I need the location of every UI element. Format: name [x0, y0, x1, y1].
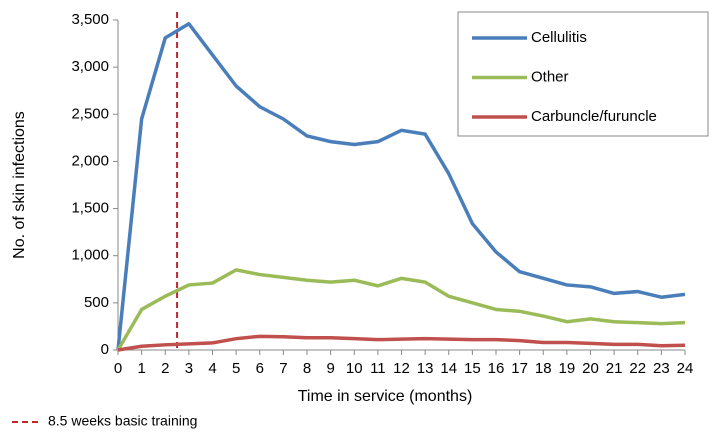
x-tick-label: 21: [606, 360, 623, 377]
y-tick-label: 0: [101, 341, 109, 358]
x-tick-label: 10: [346, 360, 363, 377]
x-tick-label: 1: [137, 360, 145, 377]
x-tick-label: 7: [279, 360, 287, 377]
x-tick-label: 22: [629, 360, 646, 377]
x-tick-label: 18: [535, 360, 552, 377]
x-tick-label: 14: [440, 360, 457, 377]
x-axis-label: Time in service (months): [298, 388, 473, 405]
x-tick-label: 15: [464, 360, 481, 377]
y-tick-label: 1,500: [71, 200, 109, 217]
y-axis-label: No. of skin infections: [11, 111, 28, 259]
y-tick-label: 3,000: [71, 58, 109, 75]
x-tick-label: 3: [185, 360, 193, 377]
x-tick-label: 12: [393, 360, 410, 377]
y-tick-label: 2,000: [71, 152, 109, 169]
x-tick-label: 17: [511, 360, 528, 377]
x-tick-label: 2: [161, 360, 169, 377]
x-tick-label: 0: [114, 360, 122, 377]
reference-legend-label: 8.5 weeks basic training: [48, 413, 197, 429]
x-tick-label: 20: [582, 360, 599, 377]
series-line: [116, 22, 686, 351]
y-tick-label: 3,500: [71, 11, 109, 28]
x-tick-label: 8: [303, 360, 311, 377]
x-tick-label: 11: [370, 360, 386, 377]
legend-label: Carbuncle/furuncle: [531, 108, 657, 125]
x-tick-label: 16: [488, 360, 505, 377]
series-line: [116, 268, 686, 351]
series-line: [117, 334, 686, 352]
y-tick-label: 500: [84, 294, 109, 311]
x-tick-label: 9: [326, 360, 334, 377]
x-tick-label: 4: [208, 360, 216, 377]
x-tick-label: 5: [232, 360, 240, 377]
y-tick-label: 1,000: [71, 247, 109, 264]
y-tick-label: 2,500: [71, 105, 109, 122]
legend-label: Other: [531, 68, 569, 85]
x-tick-label: 6: [256, 360, 264, 377]
x-tick-label: 19: [559, 360, 576, 377]
legend-label: Cellulitis: [531, 29, 587, 46]
x-tick-label: 23: [653, 360, 670, 377]
x-tick-label: 13: [417, 360, 434, 377]
x-tick-label: 24: [677, 360, 694, 377]
